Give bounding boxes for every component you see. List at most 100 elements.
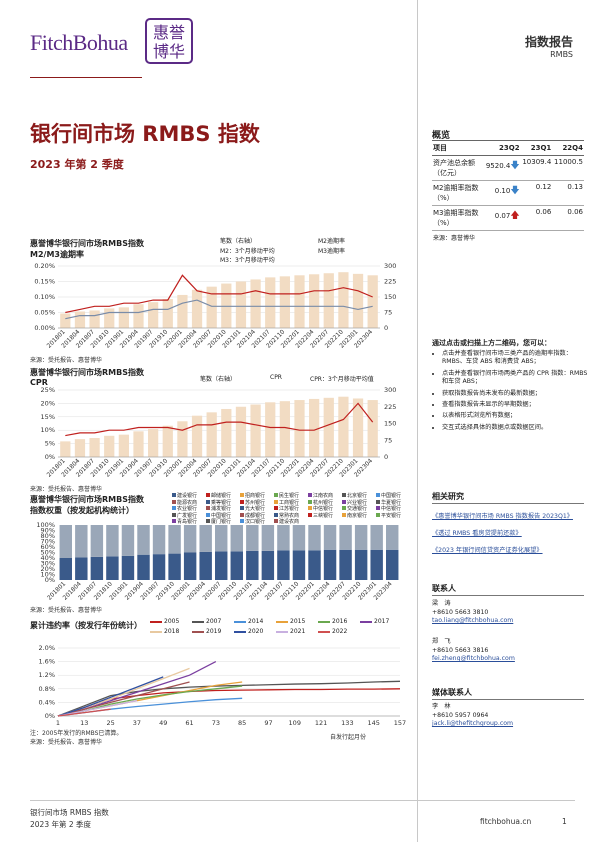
legend-item: 2021 bbox=[276, 628, 305, 635]
bar-segment bbox=[246, 550, 259, 580]
bar-segment bbox=[121, 555, 135, 580]
chart4-source: 来源：受托报告、惠誉博华 bbox=[30, 739, 103, 746]
y-tick-label: 40% bbox=[41, 554, 55, 562]
contacts-title: 联系人 bbox=[432, 584, 456, 593]
legend-item: 邮储银行 bbox=[206, 492, 231, 499]
bar-segment bbox=[121, 525, 135, 556]
col-header: 23Q2 bbox=[484, 140, 521, 156]
table-row: M2逾期率指数（%） 0.10🡇 0.12 0.13 bbox=[432, 180, 584, 206]
contact-card: 梁 涛 +8610 5663 3810 tao.liang@fitchbohua… bbox=[432, 600, 513, 626]
legend-item: 平安银行 bbox=[376, 512, 401, 519]
bar-segment bbox=[230, 551, 243, 580]
related-link[interactable]: 《透过 RMBS 看房贷提前还款》 bbox=[432, 530, 522, 537]
bar-segment bbox=[370, 549, 383, 580]
bar-segment bbox=[199, 551, 212, 580]
legend-item: 南京银行 bbox=[342, 512, 367, 519]
legend-item: CPR：3个月移动平均值 bbox=[310, 376, 374, 383]
legend-item: 建设银行 bbox=[172, 492, 197, 499]
chart3-heading: 惠誉博华银行间市场RMBS指数 指数权重（按发起机构统计） bbox=[30, 494, 144, 516]
bar-segment bbox=[370, 525, 383, 550]
x-tick-label: 133 bbox=[341, 719, 353, 727]
chart1-heading-line1: 惠誉博华银行间市场RMBS指数 bbox=[30, 239, 144, 248]
contact-email[interactable]: jack.li@thefitchgroup.com bbox=[432, 720, 514, 727]
bar-segment bbox=[137, 525, 150, 555]
table-source: 来源：惠誉博华 bbox=[433, 235, 476, 242]
bar bbox=[294, 400, 305, 457]
chart1-svg: 0.00%0.05%0.10%0.15%0.20%075150225300201… bbox=[34, 262, 396, 350]
legend-label: 南京银行 bbox=[347, 512, 368, 519]
arrow-down-icon: 🡇 bbox=[510, 161, 520, 171]
contact-phone: +8610 5663 3816 bbox=[432, 646, 489, 654]
footer-site: fitchbohua.cn bbox=[480, 817, 532, 826]
y-tick-label: 30% bbox=[41, 560, 55, 568]
bar bbox=[118, 307, 129, 328]
bar-segment bbox=[168, 525, 181, 554]
divider bbox=[432, 595, 584, 596]
bar-segment bbox=[75, 525, 88, 558]
bar bbox=[250, 404, 261, 457]
legend-swatch bbox=[206, 506, 210, 510]
y-tick-label: 10% bbox=[41, 426, 55, 434]
y-tick-label: 20% bbox=[41, 399, 55, 407]
legend-swatch bbox=[234, 630, 246, 633]
series-line bbox=[57, 681, 190, 717]
bar-segment bbox=[199, 525, 212, 552]
legend-item: 中信银行 bbox=[376, 505, 401, 512]
legend-label: 厦门银行 bbox=[211, 519, 232, 525]
legend-swatch bbox=[308, 512, 312, 517]
series-line bbox=[57, 676, 164, 717]
y2-tick-label: 0 bbox=[384, 324, 388, 332]
bar-segment bbox=[90, 556, 104, 580]
legend-item: 杭州银行 bbox=[308, 499, 333, 506]
series-line bbox=[57, 708, 111, 717]
chart1-heading-line2: M2/M3逾期率 bbox=[30, 250, 84, 259]
legend-swatch bbox=[172, 512, 176, 517]
contact-email[interactable]: tao.liang@fitchbohua.com bbox=[432, 617, 514, 624]
legend-item: 交通银行 bbox=[342, 505, 367, 512]
bar bbox=[104, 435, 115, 457]
bar bbox=[60, 313, 71, 328]
legend-swatch bbox=[342, 506, 346, 510]
legend-item: 浦发银行 bbox=[206, 505, 231, 512]
y-tick-label: 0.10% bbox=[34, 293, 55, 301]
bar bbox=[148, 429, 159, 457]
overview-title: 概览 bbox=[432, 131, 451, 141]
table-row: 资产池总余额（亿元） 9520.4🡇 10309.4 11000.5 bbox=[432, 155, 584, 181]
legend-item: 江南农商 bbox=[308, 492, 333, 499]
legend-item: 光大银行 bbox=[240, 505, 265, 512]
footer-period: 2023 年第 2 季度 bbox=[30, 820, 92, 829]
col-header: 项目 bbox=[432, 140, 484, 156]
divider bbox=[432, 503, 584, 504]
chart4-heading: 累计违约率（按发行年份统计） bbox=[30, 621, 142, 630]
legend-swatch bbox=[192, 620, 204, 623]
legend-label: 汉口银行 bbox=[245, 519, 266, 525]
bar bbox=[367, 400, 378, 457]
chart2-heading-line2: CPR bbox=[30, 378, 48, 387]
legend-swatch bbox=[376, 506, 380, 510]
legend-label: 邮储银行 bbox=[211, 493, 232, 499]
legend-label: 中信银行 bbox=[381, 506, 402, 512]
legend-label: 2016 bbox=[332, 618, 348, 625]
series-line bbox=[57, 700, 138, 717]
contact-name: 李 林 bbox=[432, 703, 451, 710]
list-item: 点击并查看银行间市场两类产品的 CPR 指数：RMBS 和车贷 ABS； bbox=[442, 370, 594, 387]
column-divider bbox=[417, 0, 418, 842]
y-tick-label: 0.00% bbox=[34, 324, 55, 332]
legend-item: 中国银行 bbox=[376, 492, 401, 499]
legend-item: 建设农商 bbox=[274, 518, 299, 525]
legend-label: 交通银行 bbox=[347, 506, 368, 512]
legend-label: 中国银行 bbox=[381, 493, 402, 499]
bar-segment bbox=[90, 525, 104, 557]
related-link[interactable]: 《惠誉博华银行间市场 RMBS 指数报告 2023Q1》 bbox=[432, 513, 573, 520]
y2-tick-label: 150 bbox=[384, 293, 396, 301]
bar bbox=[367, 275, 378, 328]
legend-label: 成都银行 bbox=[245, 512, 266, 519]
bar-segment bbox=[386, 525, 399, 550]
legend-label: 2007 bbox=[206, 618, 222, 625]
x-tick-label: 37 bbox=[133, 719, 141, 727]
legend-label: 华夏银行 bbox=[381, 499, 402, 506]
legend-label: 建设农商 bbox=[279, 519, 300, 525]
legend-swatch bbox=[240, 493, 244, 497]
related-link[interactable]: 《2023 年银行间信贷资产证券化展望》 bbox=[432, 547, 543, 554]
contact-email[interactable]: fei.zheng@fitchbohua.com bbox=[432, 655, 515, 662]
